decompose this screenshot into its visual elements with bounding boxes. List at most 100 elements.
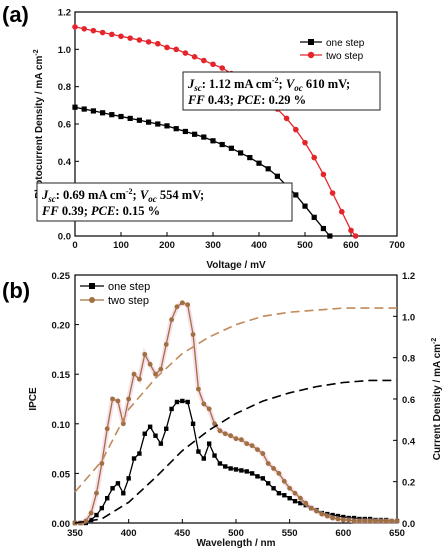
data-point xyxy=(131,371,137,377)
data-point xyxy=(210,61,216,68)
data-point xyxy=(99,29,106,36)
data-point xyxy=(329,190,336,196)
annotation-one-step-box xyxy=(36,182,293,222)
legend-b-two-step-label: two step xyxy=(108,295,149,307)
annotation-segment: V xyxy=(140,188,150,202)
data-point xyxy=(212,453,217,458)
panel-b-x-axis-label: Wavelength / nm xyxy=(196,538,275,549)
panel-a-label: (a) xyxy=(2,2,29,27)
annotation-segment: J xyxy=(187,77,195,91)
panel-a-y-axis-label: Photocurrent Density / mA cm-2 xyxy=(33,49,45,198)
data-point xyxy=(72,24,78,30)
data-point xyxy=(378,518,384,524)
data-point xyxy=(153,433,158,438)
y2-tick-label: 0.4 xyxy=(402,436,416,447)
x-tick-label: 400 xyxy=(121,528,137,539)
annotation-segment: : 1.12 mA cm xyxy=(202,77,273,91)
data-point xyxy=(217,428,223,434)
data-point xyxy=(137,451,142,456)
annotation-segment: ; xyxy=(133,188,140,202)
y2-tick-label: 1.2 xyxy=(402,271,415,282)
data-point xyxy=(164,44,170,51)
data-point xyxy=(169,406,174,412)
y-tick-label: 0.6 xyxy=(58,120,71,131)
data-point xyxy=(244,469,249,474)
data-point xyxy=(110,396,115,402)
data-point xyxy=(314,508,319,514)
data-point xyxy=(346,517,352,523)
x-tick-label: 200 xyxy=(159,240,175,251)
data-point xyxy=(104,426,110,432)
data-point xyxy=(228,433,234,439)
y-tick-label: 0.8 xyxy=(58,82,71,93)
x-tick-label: 500 xyxy=(228,528,244,539)
integrated-current-line xyxy=(74,379,397,524)
data-point xyxy=(118,113,124,120)
y-tick-label: 0.05 xyxy=(52,469,71,480)
data-point xyxy=(99,461,105,466)
annotation-segment: oc xyxy=(294,83,303,93)
data-point xyxy=(163,342,169,347)
data-point xyxy=(271,486,276,491)
y-tick-label: 1.0 xyxy=(58,45,71,56)
data-point xyxy=(185,399,190,405)
panel-a-x-ticks: 0 100 200 300 400 500 600 700 xyxy=(72,232,405,251)
data-point xyxy=(118,33,124,40)
y-tick-label: 0.15 xyxy=(52,370,71,381)
data-point xyxy=(90,27,97,34)
data-point xyxy=(228,145,234,151)
panel-b-legend: one step two step xyxy=(80,281,150,307)
data-point xyxy=(182,128,188,135)
data-point xyxy=(185,302,191,308)
data-point xyxy=(109,112,115,118)
data-point xyxy=(298,495,303,501)
data-point xyxy=(88,510,94,516)
data-point xyxy=(201,456,206,461)
data-point xyxy=(127,35,133,41)
data-point xyxy=(81,26,87,32)
legend-b-one-step-marker xyxy=(89,283,95,289)
data-point xyxy=(115,398,121,404)
data-point xyxy=(340,517,346,523)
panel-b-label: (b) xyxy=(2,278,30,303)
data-point xyxy=(212,421,217,427)
data-point xyxy=(287,485,293,491)
data-point xyxy=(373,518,378,524)
annotation-segment: ; xyxy=(279,77,286,91)
data-point xyxy=(383,518,389,524)
data-point xyxy=(327,233,333,239)
data-point xyxy=(164,123,170,129)
data-point xyxy=(126,476,131,481)
y2-tick-label: 0.2 xyxy=(402,478,415,489)
data-point xyxy=(330,515,335,521)
data-point xyxy=(72,104,78,110)
data-point xyxy=(142,431,147,436)
data-point xyxy=(109,31,115,38)
data-point xyxy=(302,139,308,146)
data-point xyxy=(255,447,260,452)
data-point xyxy=(158,441,164,446)
x-tick-label: 700 xyxy=(389,240,405,251)
data-point xyxy=(238,150,244,156)
data-point xyxy=(282,493,287,498)
data-point xyxy=(274,173,280,179)
annotation-segment: 0.43; xyxy=(205,93,237,107)
data-point xyxy=(249,471,255,476)
data-point xyxy=(222,431,228,437)
data-point xyxy=(94,512,99,518)
panel-b-y2-axis-label: Current Density / mA cm-2 xyxy=(431,338,443,461)
annotation-segment: -2 xyxy=(126,187,133,196)
data-point xyxy=(265,166,271,172)
data-point xyxy=(155,40,161,47)
panel-b: (b) 350 400 450 500 550 600 650 0.000.050.100.… xyxy=(2,271,443,549)
data-point xyxy=(121,491,126,496)
data-point xyxy=(90,108,96,114)
data-point xyxy=(115,481,121,486)
data-point xyxy=(276,491,282,496)
data-point xyxy=(196,449,201,454)
annotation-segment: FF xyxy=(41,204,59,218)
data-point xyxy=(348,227,354,234)
data-point xyxy=(155,121,161,127)
data-point xyxy=(147,361,153,367)
